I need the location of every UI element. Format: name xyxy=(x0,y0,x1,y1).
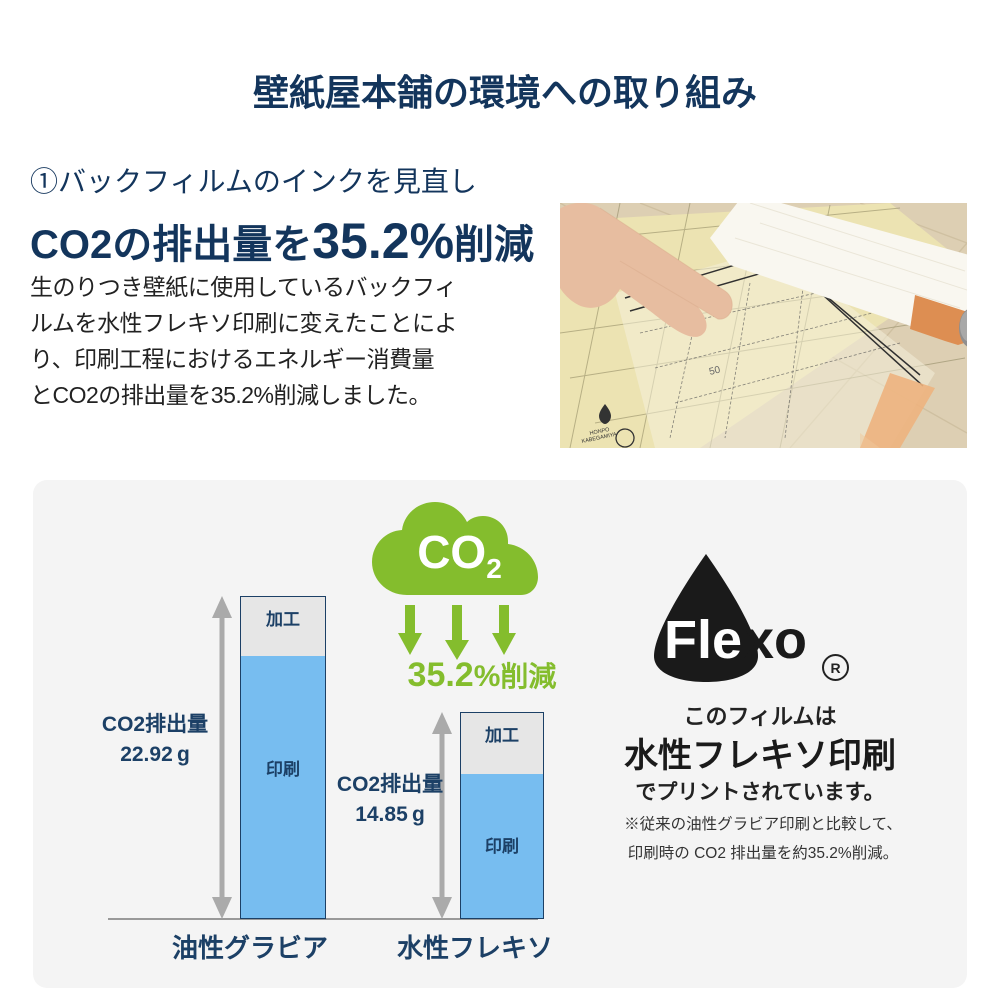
svg-text:Fle: Fle xyxy=(664,610,742,670)
svg-text:xo: xo xyxy=(744,610,807,670)
